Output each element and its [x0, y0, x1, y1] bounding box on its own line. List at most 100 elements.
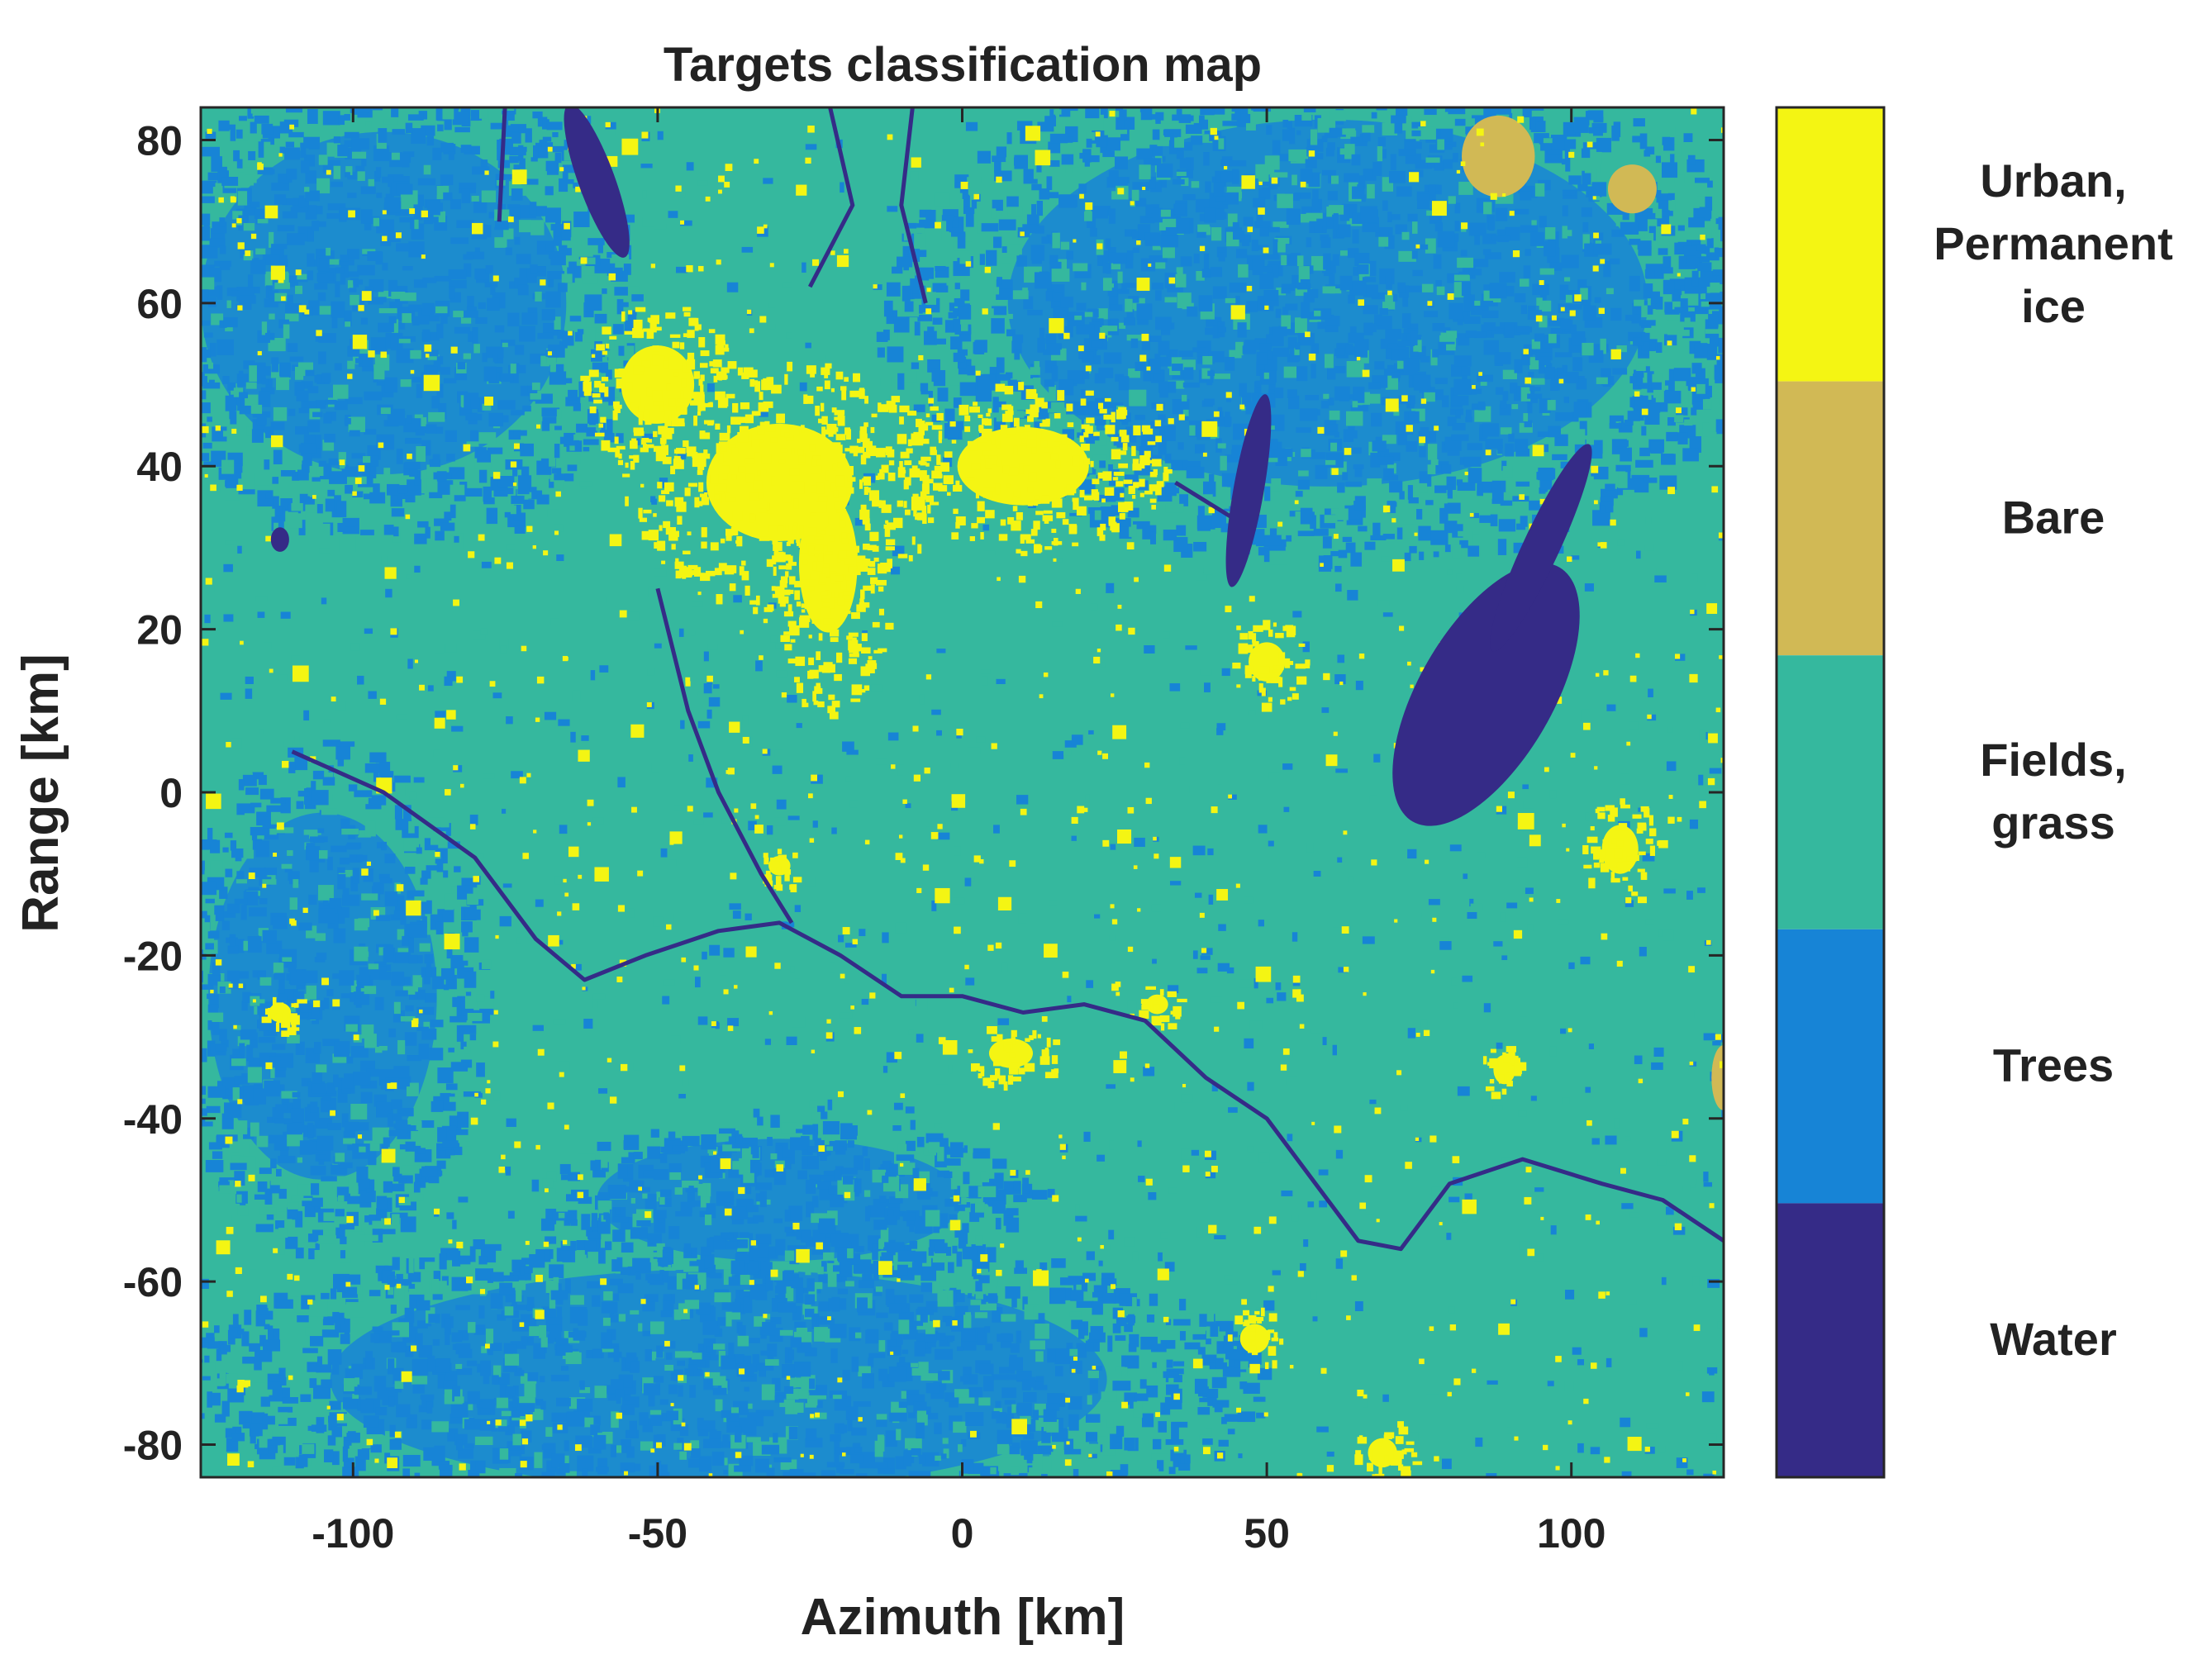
- trees-pixel: [659, 1478, 671, 1491]
- trees-pixel: [1171, 1421, 1188, 1428]
- trees-pixel: [212, 1020, 220, 1035]
- trees-pixel: [1321, 400, 1330, 409]
- trees-pixel: [696, 1302, 711, 1314]
- trees-pixel: [1060, 241, 1070, 250]
- trees-pixel: [369, 752, 387, 763]
- trees-pixel: [1159, 357, 1172, 367]
- trees-pixel: [446, 944, 453, 959]
- trees-pixel: [423, 213, 434, 225]
- trees-pixel: [341, 829, 359, 835]
- trees-pixel: [416, 847, 422, 854]
- trees-pixel: [391, 972, 405, 986]
- trees-pixel: [1185, 124, 1202, 135]
- trees-pixel: [1758, 353, 1771, 359]
- trees-pixel: [202, 442, 212, 449]
- trees-pixel: [1348, 61, 1364, 75]
- trees-pixel: [1385, 276, 1392, 289]
- trees-pixel: [1102, 278, 1112, 291]
- trees-pixel: [944, 408, 955, 421]
- trees-pixel: [1527, 401, 1533, 414]
- trees-pixel: [553, 1276, 559, 1283]
- trees-pixel: [989, 367, 1000, 377]
- trees-pixel: [1140, 1336, 1158, 1350]
- trees-pixel: [468, 1322, 476, 1333]
- trees-pixel: [415, 1333, 423, 1350]
- trees-pixel: [219, 887, 228, 899]
- trees-pixel: [574, 331, 583, 342]
- trees-pixel: [260, 1396, 270, 1407]
- trees-pixel: [805, 1268, 811, 1276]
- trees-pixel: [305, 512, 319, 528]
- trees-pixel: [903, 1374, 913, 1381]
- trees-pixel: [831, 1296, 840, 1312]
- trees-pixel: [991, 155, 1006, 163]
- trees-pixel: [1618, 472, 1628, 488]
- trees-pixel: [1480, 66, 1494, 78]
- trees-pixel: [1656, 193, 1672, 203]
- trees-pixel: [1368, 78, 1384, 93]
- trees-pixel: [1411, 94, 1422, 107]
- trees-pixel: [1632, 135, 1643, 143]
- trees-pixel: [342, 271, 359, 278]
- trees-pixel: [591, 349, 603, 362]
- trees-pixel: [325, 793, 333, 801]
- trees-pixel: [711, 1451, 725, 1466]
- trees-pixel: [1451, 89, 1458, 102]
- trees-pixel: [1323, 253, 1331, 270]
- trees-pixel: [237, 191, 248, 206]
- trees-pixel: [1377, 145, 1383, 162]
- trees-pixel: [1135, 362, 1146, 372]
- trees-pixel: [492, 1375, 499, 1385]
- trees-pixel: [231, 1155, 243, 1162]
- trees-pixel: [527, 1372, 539, 1381]
- trees-pixel: [345, 397, 363, 405]
- trees-pixel: [480, 1408, 491, 1414]
- trees-pixel: [334, 400, 348, 411]
- trees-pixel: [441, 1276, 449, 1286]
- trees-pixel: [1747, 359, 1759, 371]
- trees-pixel: [326, 1082, 335, 1094]
- trees-pixel: [1502, 466, 1513, 478]
- trees-pixel: [379, 972, 391, 981]
- trees-pixel: [1101, 1272, 1115, 1281]
- trees-pixel: [697, 1418, 704, 1430]
- trees-pixel: [755, 1409, 774, 1417]
- trees-pixel: [583, 1497, 592, 1506]
- trees-pixel: [1528, 372, 1534, 378]
- trees-pixel: [1336, 224, 1351, 238]
- trees-pixel: [187, 287, 197, 297]
- trees-pixel: [1499, 272, 1515, 283]
- trees-pixel: [961, 1338, 977, 1351]
- trees-pixel: [1629, 238, 1641, 245]
- trees-pixel: [397, 1039, 406, 1055]
- trees-pixel: [452, 1386, 460, 1402]
- trees-pixel: [274, 972, 286, 980]
- trees-pixel: [908, 1487, 920, 1499]
- trees-pixel: [806, 1278, 815, 1292]
- trees-pixel: [435, 306, 448, 314]
- trees-pixel: [1473, 331, 1487, 339]
- trees-pixel: [640, 1441, 654, 1451]
- trees-pixel: [344, 1121, 359, 1132]
- trees-pixel: [1298, 266, 1310, 283]
- trees-pixel: [827, 1271, 837, 1287]
- trees-pixel: [1484, 252, 1501, 260]
- trees-pixel: [1115, 518, 1131, 527]
- trees-pixel: [545, 186, 554, 196]
- trees-pixel: [459, 1024, 477, 1034]
- trees-pixel: [393, 1173, 402, 1182]
- trees-pixel: [172, 1013, 188, 1018]
- trees-pixel: [1563, 397, 1569, 403]
- trees-pixel: [1251, 107, 1259, 111]
- trees-pixel: [450, 504, 456, 519]
- trees-pixel: [1126, 335, 1144, 341]
- trees-pixel: [452, 112, 469, 126]
- trees-pixel: [577, 329, 584, 335]
- trees-pixel: [1527, 310, 1543, 321]
- trees-pixel: [1615, 464, 1631, 472]
- trees-pixel: [709, 1272, 722, 1279]
- trees-pixel: [1682, 389, 1689, 404]
- trees-pixel: [1206, 375, 1213, 386]
- trees-pixel: [464, 971, 477, 988]
- trees-pixel: [1006, 329, 1016, 337]
